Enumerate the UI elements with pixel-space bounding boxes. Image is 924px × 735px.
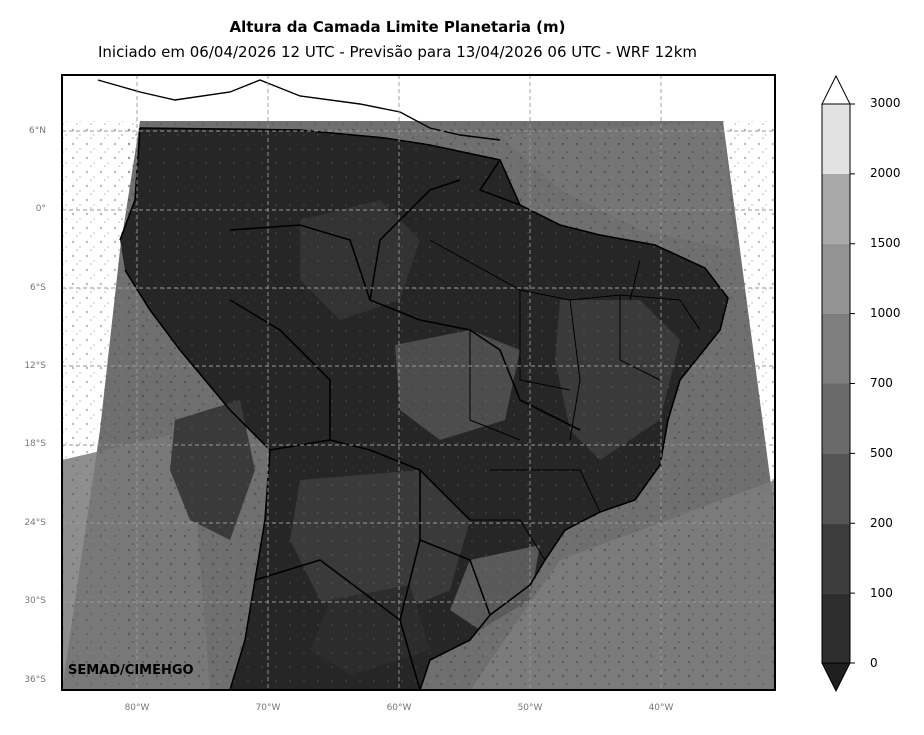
graticule — [62, 75, 775, 690]
colorbar-box — [822, 383, 850, 454]
lon-label: 40°W — [648, 703, 674, 713]
colorbar-box — [822, 313, 850, 384]
colorbar-label: 1500 — [870, 236, 901, 250]
lon-label: 60°W — [386, 703, 412, 713]
lat-label: 6°S — [30, 283, 46, 293]
lat-label: 6°N — [29, 126, 46, 136]
colorbar-under-triangle — [821, 662, 851, 693]
colorbar-label: 0 — [870, 656, 878, 670]
lat-label: 0° — [35, 204, 46, 214]
colorbar-label: 3000 — [870, 96, 901, 110]
lon-label: 50°W — [517, 703, 543, 713]
lat-label: 30°S — [24, 596, 46, 606]
credit-label: SEMAD/CIMEHGO — [68, 663, 194, 678]
state-borders — [429, 239, 701, 561]
colorbar-over-triangle — [821, 74, 851, 105]
colorbar — [821, 74, 855, 693]
caribbean-outline — [97, 79, 501, 141]
colorbar-box — [822, 104, 850, 174]
colorbar-box — [822, 243, 850, 314]
colorbar-label: 500 — [870, 446, 893, 460]
map-subtitle: Iniciado em 06/04/2026 12 UTC - Previsão… — [97, 43, 698, 61]
lat-label: 36°S — [24, 675, 46, 685]
colorbar-outline — [821, 103, 851, 664]
map-frame — [61, 74, 776, 691]
lat-label: 24°S — [24, 518, 46, 528]
colorbar-label: 200 — [870, 516, 893, 530]
colorbar-label: 1000 — [870, 306, 901, 320]
lat-label: 18°S — [24, 439, 46, 449]
land-speckle — [120, 128, 730, 688]
colorbar-label: 100 — [870, 586, 893, 600]
lat-label: 12°S — [24, 361, 46, 371]
country-borders — [119, 127, 729, 690]
colorbar-box — [822, 523, 850, 594]
colorbar-label: 700 — [870, 376, 893, 390]
colorbar-label: 2000 — [870, 166, 901, 180]
lon-label: 80°W — [124, 703, 150, 713]
lon-label: 70°W — [255, 703, 281, 713]
colorbar-box — [822, 593, 850, 663]
colorbar-box — [822, 453, 850, 524]
colorbar-box — [822, 173, 850, 244]
map-title: Altura da Camada Limite Planetaria (m) — [229, 18, 566, 36]
